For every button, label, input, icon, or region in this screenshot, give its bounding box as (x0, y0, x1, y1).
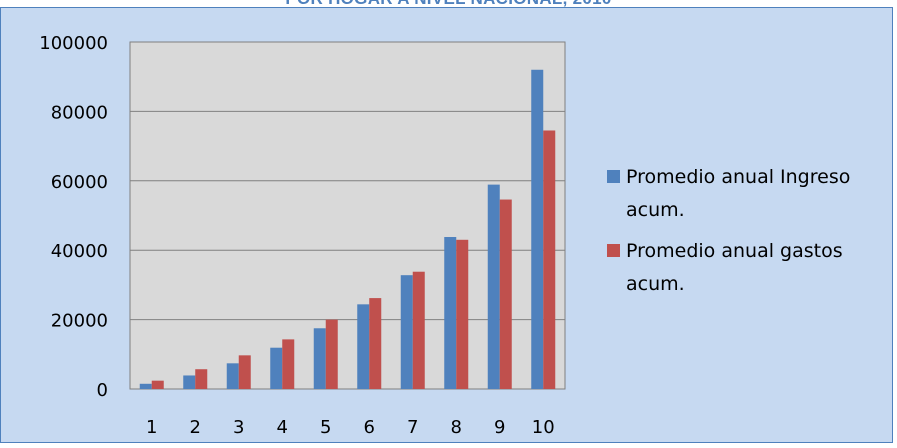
legend-label: Promedio anual gastos (626, 240, 843, 262)
x-tick-label: 4 (277, 417, 288, 438)
y-tick-label: 80000 (51, 102, 108, 123)
x-tick-label: 3 (233, 417, 244, 438)
x-tick-label: 1 (146, 417, 157, 438)
x-tick-label: 9 (494, 417, 505, 438)
bar-series-1-cat-3 (226, 363, 239, 389)
bar-series-2-cat-6 (369, 298, 382, 389)
y-tick-label: 40000 (51, 241, 108, 262)
y-axis-ticks: 0 20000 40000 60000 80000 100000 (39, 33, 108, 401)
x-tick-label: 10 (532, 417, 555, 438)
bar-series-1-cat-2 (183, 375, 196, 389)
y-tick-label: 60000 (51, 172, 108, 193)
legend-label: acum. (626, 273, 685, 295)
bar-series-1-cat-7 (400, 275, 413, 389)
bar-series-2-cat-5 (325, 319, 338, 389)
x-axis-ticks: 1 2 3 4 5 6 7 8 9 10 (146, 417, 555, 438)
bar-series-2-cat-3 (238, 355, 251, 389)
y-tick-label: 0 (97, 380, 108, 401)
bar-series-1-cat-8 (444, 237, 457, 389)
bar-series-1-cat-4 (270, 347, 283, 389)
y-tick-label: 20000 (51, 311, 108, 332)
legend-swatch (607, 244, 620, 257)
y-tick-label: 100000 (39, 33, 108, 54)
legend-label: Promedio anual Ingreso (626, 166, 850, 188)
bar-series-2-cat-2 (195, 369, 208, 389)
x-tick-label: 5 (320, 417, 331, 438)
bar-series-1-cat-10 (531, 69, 544, 389)
legend-swatch (607, 170, 620, 183)
bar-series-2-cat-1 (151, 380, 164, 389)
bar-series-2-cat-7 (412, 271, 425, 389)
x-tick-label: 7 (407, 417, 418, 438)
x-tick-label: 2 (190, 417, 201, 438)
legend: Promedio anual Ingreso acum. Promedio anua… (607, 166, 850, 295)
bar-series-2-cat-10 (543, 130, 556, 390)
bar-series-2-cat-8 (456, 239, 469, 389)
bar-series-1-cat-1 (139, 383, 152, 389)
bar-series-2-cat-4 (282, 339, 295, 389)
bar-series-2-cat-9 (499, 199, 512, 389)
bar-series-1-cat-9 (487, 184, 500, 389)
x-tick-label: 6 (364, 417, 375, 438)
x-tick-label: 8 (451, 417, 462, 438)
legend-label: acum. (626, 199, 685, 221)
bar-series-1-cat-5 (313, 328, 326, 389)
bars (139, 69, 556, 390)
bar-series-1-cat-6 (357, 304, 370, 389)
chart-title: POR HOGAR A NIVEL NACIONAL, 2010 (0, 0, 897, 9)
